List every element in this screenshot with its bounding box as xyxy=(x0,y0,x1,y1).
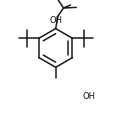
Text: OH: OH xyxy=(49,16,62,25)
Text: OH: OH xyxy=(83,91,96,100)
